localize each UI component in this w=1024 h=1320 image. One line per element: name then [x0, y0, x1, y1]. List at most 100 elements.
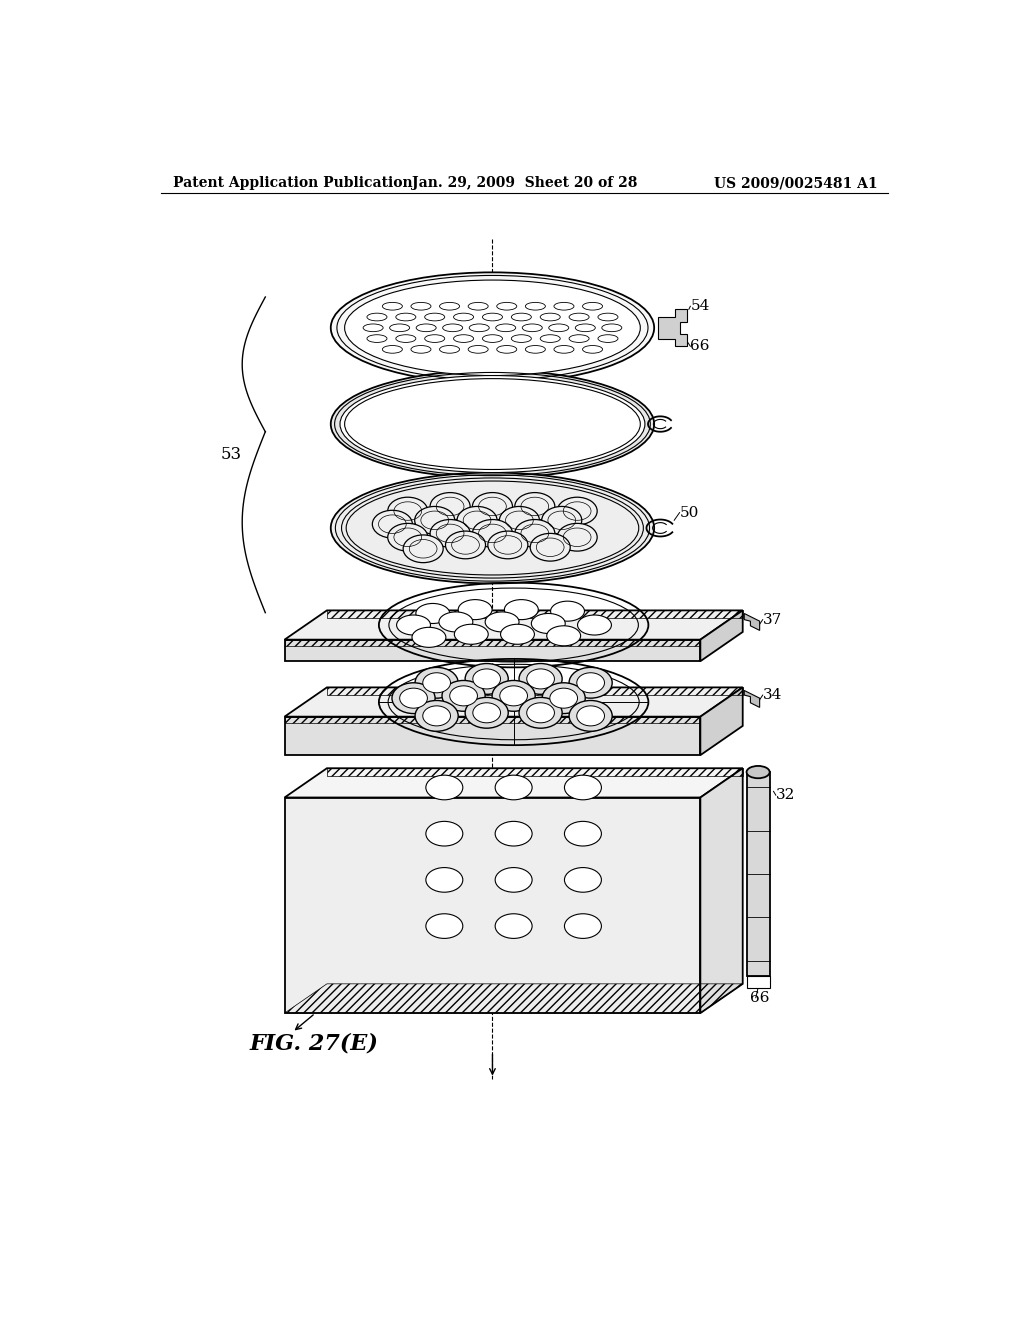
Ellipse shape	[511, 313, 531, 321]
Ellipse shape	[569, 335, 589, 342]
Ellipse shape	[411, 302, 431, 310]
Ellipse shape	[485, 612, 519, 632]
Text: 54: 54	[690, 300, 710, 313]
Ellipse shape	[531, 614, 565, 634]
Ellipse shape	[598, 335, 617, 342]
Ellipse shape	[577, 706, 604, 726]
Ellipse shape	[415, 668, 458, 698]
Polygon shape	[285, 610, 742, 640]
Ellipse shape	[389, 323, 410, 331]
Ellipse shape	[525, 346, 546, 354]
Ellipse shape	[472, 492, 512, 520]
Ellipse shape	[496, 913, 532, 939]
Ellipse shape	[500, 507, 540, 535]
Ellipse shape	[496, 323, 516, 331]
Ellipse shape	[575, 323, 595, 331]
Polygon shape	[285, 768, 742, 797]
Polygon shape	[744, 690, 760, 708]
Ellipse shape	[403, 535, 443, 562]
Ellipse shape	[541, 313, 560, 321]
Text: US 2009/0025481 A1: US 2009/0025481 A1	[714, 176, 878, 190]
Ellipse shape	[457, 507, 497, 535]
Ellipse shape	[426, 821, 463, 846]
Text: Jan. 29, 2009  Sheet 20 of 28: Jan. 29, 2009 Sheet 20 of 28	[412, 176, 638, 190]
Ellipse shape	[345, 379, 640, 470]
Ellipse shape	[547, 626, 581, 645]
Ellipse shape	[469, 323, 489, 331]
Ellipse shape	[746, 766, 770, 779]
Ellipse shape	[530, 533, 570, 561]
Ellipse shape	[482, 313, 503, 321]
Ellipse shape	[454, 335, 473, 342]
Ellipse shape	[396, 313, 416, 321]
Ellipse shape	[569, 668, 612, 698]
Ellipse shape	[465, 697, 508, 729]
Ellipse shape	[542, 507, 582, 535]
Text: FIG. 27(E): FIG. 27(E)	[250, 1032, 379, 1055]
Ellipse shape	[367, 335, 387, 342]
Text: 50: 50	[680, 506, 699, 520]
Ellipse shape	[439, 302, 460, 310]
Ellipse shape	[554, 302, 574, 310]
Polygon shape	[285, 640, 700, 661]
Ellipse shape	[388, 523, 428, 552]
Ellipse shape	[564, 775, 601, 800]
Ellipse shape	[331, 473, 654, 583]
Ellipse shape	[439, 346, 460, 354]
Ellipse shape	[549, 323, 568, 331]
Ellipse shape	[496, 867, 532, 892]
Ellipse shape	[577, 673, 604, 693]
Ellipse shape	[598, 313, 617, 321]
Ellipse shape	[396, 615, 430, 635]
Ellipse shape	[557, 523, 597, 552]
Ellipse shape	[416, 603, 450, 623]
Polygon shape	[700, 768, 742, 1014]
Ellipse shape	[542, 682, 586, 714]
Ellipse shape	[426, 913, 463, 939]
Polygon shape	[700, 688, 742, 755]
Ellipse shape	[472, 520, 512, 548]
Ellipse shape	[411, 346, 431, 354]
Ellipse shape	[569, 701, 612, 731]
Ellipse shape	[416, 323, 436, 331]
Polygon shape	[285, 717, 700, 755]
Text: 53: 53	[221, 446, 243, 463]
Polygon shape	[746, 977, 770, 987]
Ellipse shape	[505, 599, 539, 619]
Ellipse shape	[415, 701, 458, 731]
Ellipse shape	[454, 313, 473, 321]
Ellipse shape	[426, 867, 463, 892]
Ellipse shape	[487, 531, 528, 558]
Ellipse shape	[473, 669, 501, 689]
Ellipse shape	[583, 302, 602, 310]
Text: 34: 34	[763, 688, 782, 702]
Ellipse shape	[525, 302, 546, 310]
Ellipse shape	[426, 775, 463, 800]
Ellipse shape	[569, 313, 589, 321]
Ellipse shape	[442, 681, 485, 711]
Polygon shape	[285, 688, 742, 717]
Polygon shape	[744, 614, 760, 631]
Ellipse shape	[423, 706, 451, 726]
Ellipse shape	[550, 688, 578, 708]
Ellipse shape	[331, 370, 654, 478]
Ellipse shape	[602, 323, 622, 331]
Ellipse shape	[554, 346, 574, 354]
Ellipse shape	[425, 335, 444, 342]
Ellipse shape	[511, 335, 531, 342]
Ellipse shape	[364, 323, 383, 331]
Ellipse shape	[482, 335, 503, 342]
Ellipse shape	[382, 346, 402, 354]
Ellipse shape	[583, 346, 602, 354]
Ellipse shape	[455, 624, 488, 644]
Ellipse shape	[564, 821, 601, 846]
Ellipse shape	[415, 507, 455, 535]
Ellipse shape	[551, 601, 585, 622]
Ellipse shape	[578, 615, 611, 635]
Ellipse shape	[468, 346, 488, 354]
Ellipse shape	[458, 599, 493, 619]
Text: Patent Application Publication: Patent Application Publication	[173, 176, 413, 190]
Ellipse shape	[496, 775, 532, 800]
Ellipse shape	[465, 664, 508, 694]
Ellipse shape	[497, 346, 517, 354]
